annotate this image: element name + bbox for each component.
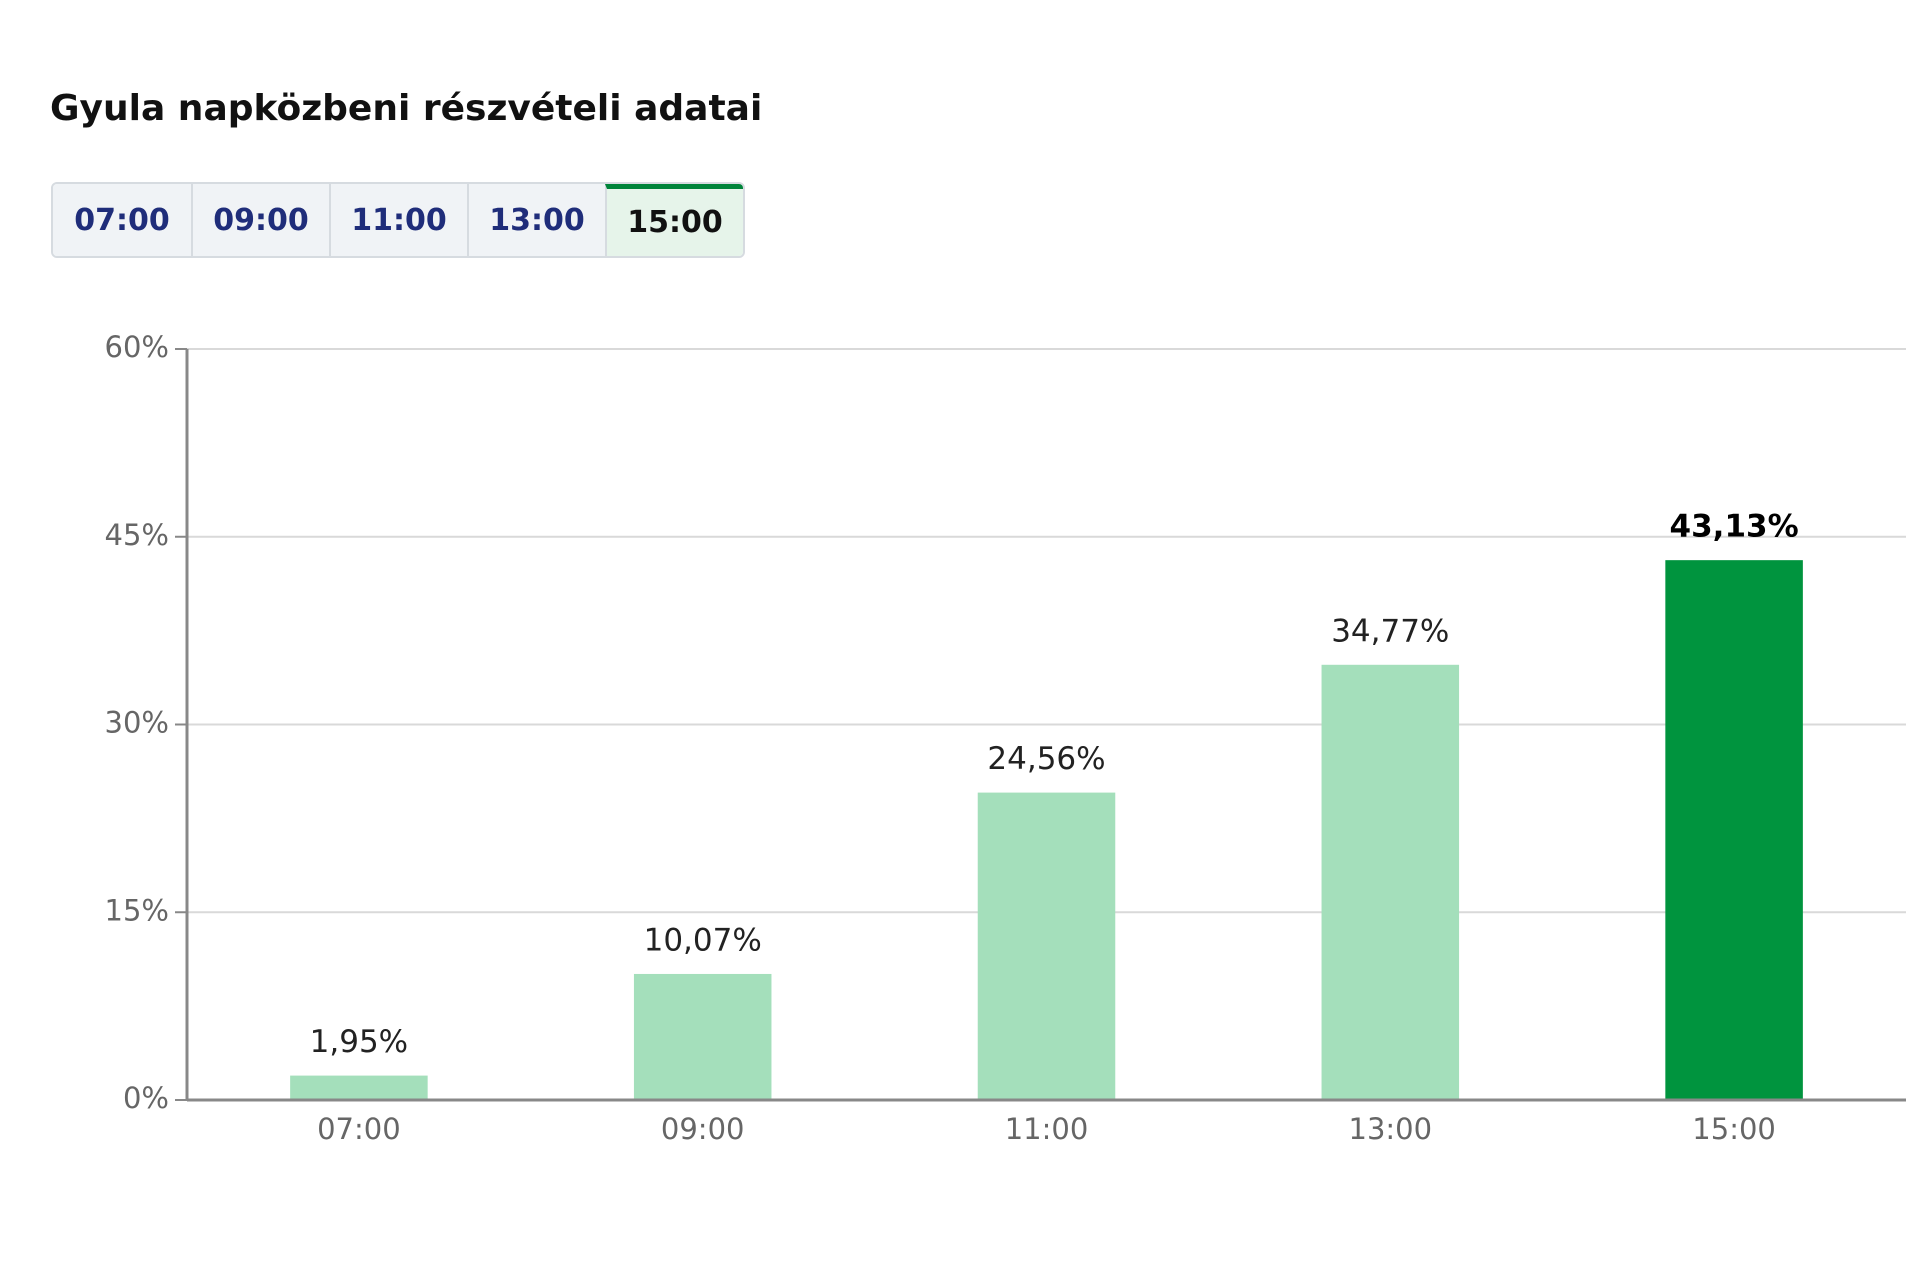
- bar: [290, 1075, 428, 1100]
- x-tick-label: 13:00: [1349, 1112, 1433, 1146]
- bar: [633, 973, 772, 1100]
- y-tick-label: 45%: [105, 518, 169, 552]
- bar: [1321, 664, 1460, 1100]
- time-tab[interactable]: 11:00: [329, 184, 467, 256]
- y-tick-label: 30%: [105, 706, 169, 740]
- x-tick-label: 09:00: [661, 1112, 745, 1146]
- bar: [977, 792, 1116, 1100]
- value-label: 1,95%: [310, 1024, 408, 1060]
- tab-bar: 07:00 09:00 11:00 13:00 15:00: [51, 182, 745, 258]
- bar: [1665, 560, 1803, 1100]
- x-tick-label: 15:00: [1692, 1112, 1776, 1146]
- value-label: 24,56%: [987, 741, 1105, 777]
- time-tab[interactable]: 09:00: [191, 184, 329, 256]
- value-label: 43,13%: [1670, 509, 1799, 545]
- time-tab[interactable]: 15:00: [605, 184, 743, 256]
- value-label: 34,77%: [1331, 613, 1449, 649]
- value-label: 10,07%: [644, 922, 762, 958]
- time-tab[interactable]: 07:00: [53, 184, 191, 256]
- x-tick-label: 07:00: [317, 1112, 401, 1146]
- page-title: Gyula napközbeni részvételi adatai: [50, 88, 763, 129]
- x-tick-label: 11:00: [1005, 1112, 1089, 1146]
- y-tick-label: 15%: [105, 893, 169, 927]
- time-tab[interactable]: 13:00: [467, 184, 605, 256]
- y-tick-label: 0%: [123, 1081, 169, 1115]
- y-tick-label: 60%: [105, 330, 169, 364]
